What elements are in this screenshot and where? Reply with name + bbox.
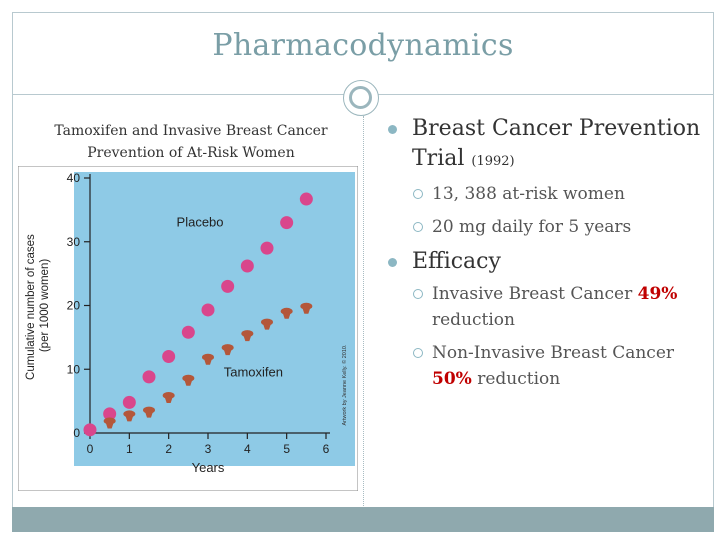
x-tick-label: 4 [244,442,251,456]
tamoxifen-point [162,391,175,403]
slide-title: Pharmacodynamics [212,28,514,63]
x-tick-label: 0 [87,442,94,456]
placebo-point [201,303,215,317]
sub-bullet-noninvasive-suffix: reduction [477,369,561,389]
x-tick-label: 6 [323,442,330,456]
placebo-point [240,259,254,273]
y-axis-label-line2: (per 1000 women) [39,259,51,352]
placebo-point [122,395,136,409]
y-axis-label: Cumulative number of cases (per 1000 wom… [25,231,51,380]
artwork-credit: Artwork by Jeanne Kelly. © 2010. [341,344,348,425]
x-tick-label: 1 [126,442,133,456]
placebo-point [181,325,195,339]
sub-bullet-dose: 20 mg daily for 5 years [386,214,706,240]
series-label-tamoxifen: Tamoxifen [224,364,283,379]
x-axis-label: Years [192,460,225,475]
bullet-list: Breast Cancer Prevention Trial (1992) 13… [386,114,706,399]
circle-ornament-icon [343,80,379,116]
plot-background [74,172,355,466]
noninvasive-reduction-percent: 50% [432,369,472,389]
y-tick-label: 10 [67,362,81,376]
x-tick-label: 2 [165,442,172,456]
y-tick-label: 30 [67,235,81,249]
y-tick-label: 40 [67,171,81,185]
ring-bullet-icon [413,289,423,299]
tamoxifen-point [103,417,116,429]
ring-bullet-icon [413,189,423,199]
bullet-trial: Breast Cancer Prevention Trial (1992) [386,114,706,177]
y-axis-label-line1: Cumulative number of cases [25,234,37,380]
tamoxifen-point [261,318,273,330]
placebo-point [83,423,97,437]
bullet-efficacy: Efficacy [386,247,706,277]
invasive-reduction-percent: 49% [637,284,678,304]
bullet-efficacy-text: Efficacy [412,249,501,274]
sub-bullet-women-text: 13, 388 at-risk women [432,184,625,204]
column-divider [363,116,364,506]
bullet-dot-icon [388,125,397,134]
chart-caption-line2: Prevention of At-Risk Women [87,145,295,161]
bullet-trial-text: Breast Cancer Prevention Trial [412,116,701,171]
placebo-point [103,407,117,421]
sub-bullet-noninvasive: Non-Invasive Breast Cancer 50% reduction [386,340,706,392]
series-label-placebo: Placebo [177,215,224,230]
circle-ornament-inner [349,86,372,109]
sub-bullet-women: 13, 388 at-risk women [386,181,706,207]
placebo-point [299,192,313,206]
tamoxifen-point [280,307,293,319]
tamoxifen-point [182,374,195,386]
sub-bullet-invasive: Invasive Breast Cancer 49% reduction [386,281,706,333]
sub-bullet-noninvasive-text: Non-Invasive Breast Cancer [432,343,675,363]
x-tick-label: 3 [205,442,212,456]
y-tick-label: 20 [67,299,81,313]
tamoxifen-point [123,410,136,422]
ring-bullet-icon [413,348,423,358]
placebo-point [221,279,235,293]
bullet-dot-icon [388,258,397,267]
bullet-trial-year: (1992) [471,154,515,169]
ring-bullet-icon [413,222,423,232]
y-tick-label: 0 [73,426,80,440]
footer-bar [12,507,714,532]
sub-bullet-invasive-suffix: reduction [432,310,515,330]
placebo-point [142,370,156,384]
tamoxifen-point [202,353,214,365]
tamoxifen-point [143,406,155,418]
tamoxifen-point [300,302,313,314]
tamoxifen-point [241,330,254,342]
sub-bullet-invasive-text: Invasive Breast Cancer [432,284,633,304]
sub-bullet-dose-text: 20 mg daily for 5 years [432,217,632,237]
chart-caption: Tamoxifen and Invasive Breast Cancer Pre… [30,120,352,164]
placebo-point [280,216,294,230]
chart-caption-line1: Tamoxifen and Invasive Breast Cancer [54,123,328,139]
tamoxifen-point [221,344,234,356]
x-tick-label: 5 [283,442,290,456]
placebo-point [162,350,176,363]
placebo-point [260,241,274,255]
